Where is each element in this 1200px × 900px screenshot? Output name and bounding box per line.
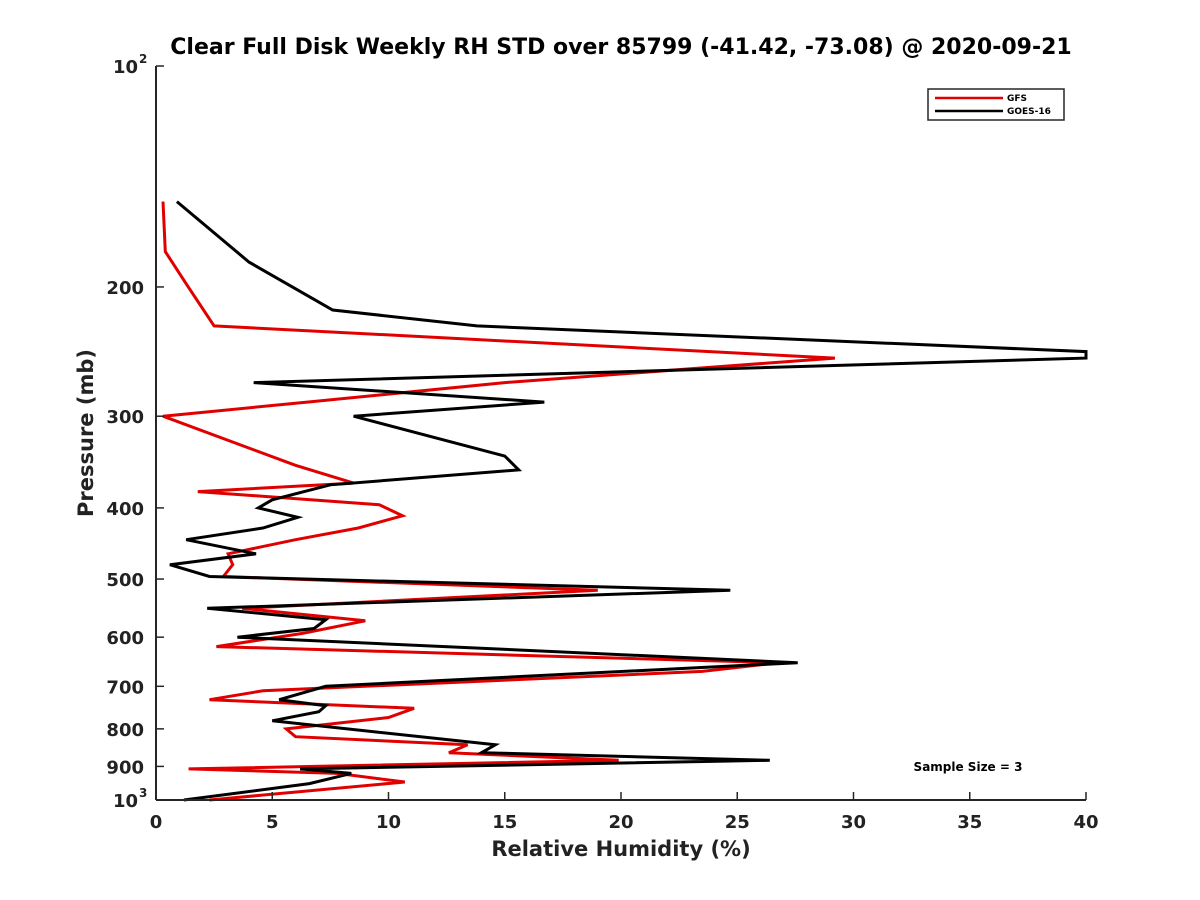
series-line-gfs bbox=[161, 201, 836, 802]
chart-title: Clear Full Disk Weekly RH STD over 85799… bbox=[170, 35, 1071, 60]
y-tick-exponent: 3 bbox=[139, 786, 147, 800]
x-tick-label: 25 bbox=[725, 812, 750, 833]
sample-size-annotation: Sample Size = 3 bbox=[914, 760, 1023, 774]
x-tick-label: 20 bbox=[608, 812, 633, 833]
x-axis-ticks: 0 5 10 15 20 25 30 35 40 bbox=[150, 792, 1099, 833]
y-tick-label: 10 bbox=[113, 791, 138, 812]
plot-area bbox=[161, 200, 1088, 802]
y-tick-label: 900 bbox=[106, 757, 144, 778]
series-line-goes16 bbox=[169, 200, 1088, 802]
x-tick-label: 5 bbox=[266, 812, 279, 833]
y-tick-label: 200 bbox=[106, 278, 144, 299]
legend-label-gfs: GFS bbox=[1007, 94, 1027, 104]
y-tick-label: 500 bbox=[106, 570, 144, 591]
y-tick-label: 300 bbox=[106, 407, 144, 428]
x-tick-label: 10 bbox=[376, 812, 401, 833]
x-tick-label: 0 bbox=[150, 812, 163, 833]
legend-box bbox=[927, 88, 1065, 121]
y-tick-label: 700 bbox=[106, 677, 144, 698]
x-tick-label: 35 bbox=[957, 812, 982, 833]
legend: GFS GOES-16 bbox=[927, 88, 1065, 121]
x-tick-label: 15 bbox=[492, 812, 517, 833]
x-tick-label: 40 bbox=[1073, 812, 1098, 833]
legend-label-goes16: GOES-16 bbox=[1007, 107, 1051, 117]
y-tick-label: 600 bbox=[106, 628, 144, 649]
y-tick-label: 10 bbox=[113, 57, 138, 78]
x-tick-label: 30 bbox=[841, 812, 866, 833]
y-tick-label: 800 bbox=[106, 720, 144, 741]
y-axis-label: Pressure (mb) bbox=[74, 349, 98, 517]
y-tick-exponent: 2 bbox=[139, 52, 147, 66]
y-tick-label: 400 bbox=[106, 499, 144, 520]
x-axis-label: Relative Humidity (%) bbox=[491, 837, 750, 861]
